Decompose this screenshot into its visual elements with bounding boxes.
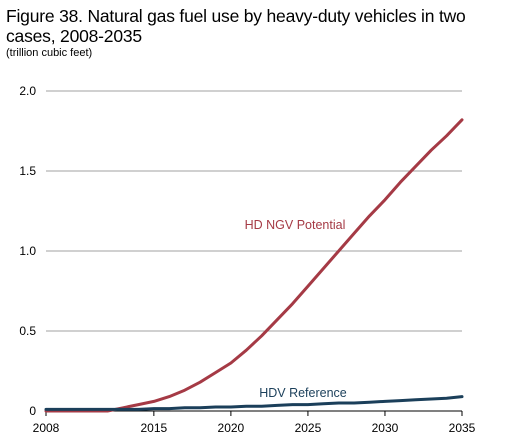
y-tick-label: 0.5: [19, 324, 36, 338]
series-label: HDV Reference: [259, 386, 347, 400]
y-tick-label: 2.0: [19, 84, 36, 98]
y-tick-label: 1.5: [19, 164, 36, 178]
chart-title: Figure 38. Natural gas fuel use by heavy…: [6, 6, 466, 46]
y-tick-label: 1.0: [19, 244, 36, 258]
x-tick-label: 2030: [372, 421, 399, 435]
x-tick-label: 2035: [449, 421, 476, 435]
series-line-0: [44, 118, 464, 413]
x-tick-label: 2015: [141, 421, 168, 435]
x-tick-label: 2008: [33, 421, 60, 435]
series-line-1: [44, 395, 464, 411]
x-tick-label: 2020: [218, 421, 245, 435]
x-tick-label: 2025: [295, 421, 322, 435]
y-tick-label: 0: [29, 404, 36, 418]
series-label: HD NGV Potential: [245, 218, 346, 232]
chart-subtitle: (trillion cubic feet): [6, 47, 93, 59]
